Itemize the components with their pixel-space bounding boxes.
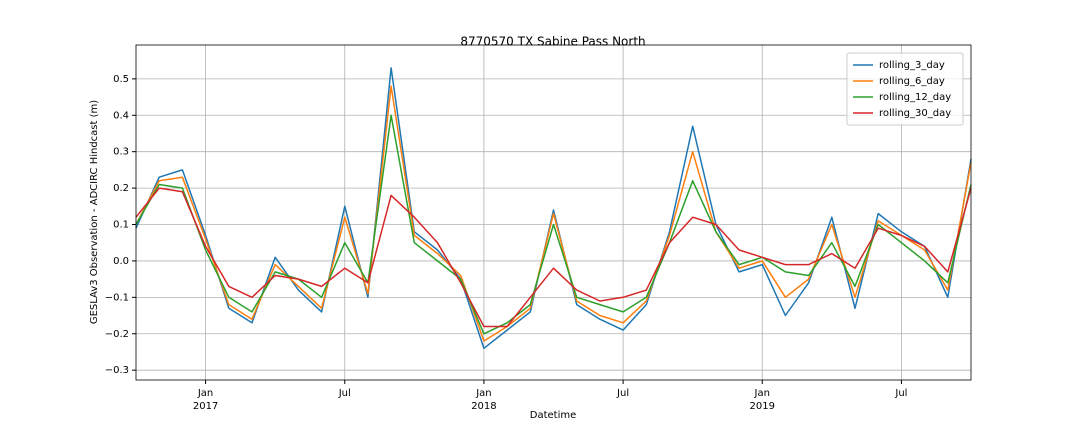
y-tick-label: −0.3 [105,365,129,376]
plot-frame [135,44,972,381]
legend: rolling_3_day rolling_6_day rolling_12_day… [846,52,964,126]
x-tick-label: Jan [197,388,213,399]
x-tick-label: Jul [616,388,629,399]
x-tick-label: Jul [338,388,351,399]
y-axis-label: GESLAv3 Observation - ADCIRC Hindcast (m… [89,100,100,324]
legend-label: rolling_3_day [879,60,945,71]
y-tick-label: 0.0 [113,256,129,267]
series-line [135,67,972,350]
y-tick-label: 0.4 [113,110,129,121]
y-tick-label: 0.2 [113,183,129,194]
y-tick-label: 0.5 [113,74,129,85]
x-tick-year: 2019 [750,401,775,412]
legend-label: rolling_12_day [879,92,951,103]
y-tick-label: −0.2 [105,329,129,340]
x-tick-year: 2017 [193,401,218,412]
legend-label: rolling_6_day [879,76,945,87]
y-tick-label: 0.1 [113,220,129,231]
series-line [135,114,972,335]
x-tick-label: Jul [894,388,907,399]
y-tick-label: 0.3 [113,147,129,158]
chart-title: 8770570 TX Sabine Pass North [460,35,645,49]
x-tick-year: 2018 [471,401,496,412]
x-tick-label: Jan [754,388,770,399]
y-tick-label: −0.1 [105,292,129,303]
series-line [135,85,972,342]
x-tick-label: Jan [475,388,491,399]
series-line [135,187,972,328]
x-axis-label: Datetime [530,410,577,421]
legend-label: rolling_30_day [879,108,951,119]
legend-box [846,52,964,126]
